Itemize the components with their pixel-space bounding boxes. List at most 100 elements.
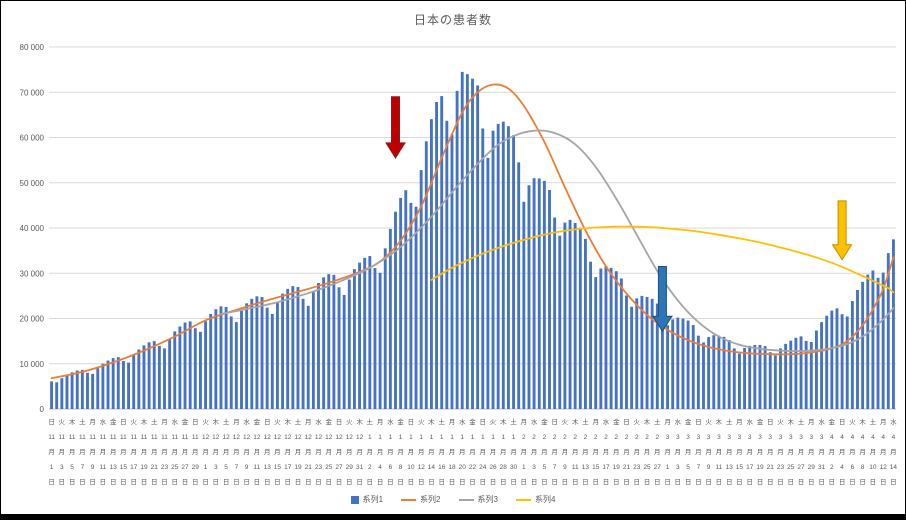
- x-axis-label: 17: [284, 464, 292, 471]
- x-axis-label: 2: [522, 434, 526, 441]
- x-axis-label: 日: [634, 478, 641, 486]
- x-axis-label: 12: [233, 434, 241, 441]
- x-axis-label: 3: [779, 434, 783, 441]
- x-axis-label: 4: [840, 464, 844, 471]
- x-axis-label: 土: [295, 417, 302, 426]
- x-axis-label: 日: [130, 478, 137, 486]
- x-axis-label: 金: [182, 417, 189, 426]
- x-axis-label: 11: [151, 434, 158, 441]
- x-axis-label: 月: [59, 448, 66, 456]
- x-axis-label: 土: [798, 417, 805, 426]
- bar: [886, 253, 890, 409]
- bar: [276, 301, 279, 409]
- x-axis-label: 14: [890, 464, 898, 471]
- x-axis-label: 日: [654, 478, 661, 486]
- x-axis-label: 2: [532, 434, 536, 441]
- x-axis-label: 月: [223, 448, 230, 456]
- x-axis-label: 2: [368, 464, 372, 471]
- bar: [301, 298, 305, 409]
- bar: [65, 374, 69, 409]
- y-axis-label: 30 000: [20, 269, 45, 278]
- x-axis-label: 水: [243, 417, 250, 426]
- x-axis-label: 15: [592, 464, 600, 471]
- bar: [214, 309, 218, 409]
- x-axis-label: 木: [859, 417, 866, 426]
- x-axis-label: 月: [438, 448, 445, 456]
- x-axis-label: 11: [89, 434, 96, 441]
- x-axis-label: 3: [214, 464, 218, 471]
- x-axis-label: 4: [840, 434, 844, 441]
- x-axis-label: 21: [305, 464, 313, 471]
- x-axis-label: 2: [614, 434, 618, 441]
- x-axis-label: 日: [736, 478, 743, 486]
- x-axis-label: 1: [491, 434, 495, 441]
- x-axis-label: 2: [553, 434, 557, 441]
- bar: [399, 197, 403, 409]
- x-axis-label: 9: [707, 464, 711, 471]
- x-axis-label: 日: [572, 478, 579, 486]
- x-axis-label: 日: [675, 478, 682, 486]
- bar: [892, 239, 895, 409]
- x-axis-label: 17: [130, 464, 138, 471]
- bar: [614, 271, 618, 409]
- x-axis-label: 1: [409, 434, 413, 441]
- x-axis-label: 11: [171, 434, 178, 441]
- x-axis-label: 日: [254, 478, 261, 486]
- bar: [322, 277, 326, 409]
- x-axis-label: 8: [399, 464, 403, 471]
- x-axis-label: 12: [315, 434, 323, 441]
- x-axis-label: 水: [675, 417, 682, 426]
- x-axis-label: 3: [666, 434, 670, 441]
- x-axis-label: 日: [69, 478, 76, 486]
- bar: [270, 313, 274, 409]
- x-axis-label: 月: [746, 448, 753, 456]
- bar: [306, 305, 310, 409]
- x-axis-label: 金: [685, 417, 692, 426]
- x-axis-label: 日: [192, 418, 199, 426]
- y-axis-label: 50 000: [20, 179, 45, 188]
- x-axis-label: 月: [716, 448, 723, 456]
- bar: [311, 292, 315, 409]
- bar: [548, 189, 551, 409]
- x-axis-label: 12: [356, 434, 364, 441]
- x-axis-label: 月: [531, 448, 538, 456]
- x-axis-label: 月: [326, 448, 333, 456]
- x-axis-label: 11: [572, 464, 579, 471]
- x-axis-label: 3: [768, 434, 772, 441]
- bar: [743, 347, 746, 409]
- x-axis-label: 水: [746, 417, 753, 426]
- x-axis-label: 19: [294, 464, 302, 471]
- x-axis-label: 水: [315, 417, 322, 426]
- x-axis-labels: 日11月1日火11月3日木11月5日土11月7日月11月9日水11月11日金11…: [48, 417, 897, 486]
- x-axis-label: 日: [449, 478, 456, 486]
- x-axis-label: 日: [315, 478, 322, 486]
- x-axis-label: 8: [861, 464, 865, 471]
- x-axis-label: 2: [573, 434, 577, 441]
- bar: [286, 288, 290, 409]
- bar: [75, 370, 79, 409]
- bar: [712, 335, 716, 409]
- x-axis-label: 11: [254, 464, 261, 471]
- x-axis-label: 12: [253, 434, 261, 441]
- x-axis-label: 21: [623, 464, 631, 471]
- x-axis-label: 火: [634, 419, 641, 426]
- x-axis-label: 日: [685, 478, 692, 486]
- x-axis-label: 日: [264, 478, 271, 486]
- x-axis-label: 日: [818, 478, 825, 486]
- x-axis-label: 火: [130, 419, 137, 426]
- x-axis-label: 木: [69, 417, 76, 426]
- x-axis-label: 日: [295, 478, 302, 486]
- x-axis-label: 12: [880, 464, 888, 471]
- x-axis-label: 日: [120, 418, 127, 426]
- x-axis-label: 日: [705, 478, 712, 486]
- bar: [732, 348, 736, 409]
- x-axis-label: 29: [808, 464, 816, 471]
- x-axis-label: 日: [695, 478, 702, 486]
- bar: [635, 298, 639, 409]
- x-axis-label: 12: [202, 434, 210, 441]
- x-axis-label: 7: [553, 464, 557, 471]
- bar: [686, 320, 690, 409]
- bar: [702, 342, 705, 409]
- bar: [609, 267, 613, 409]
